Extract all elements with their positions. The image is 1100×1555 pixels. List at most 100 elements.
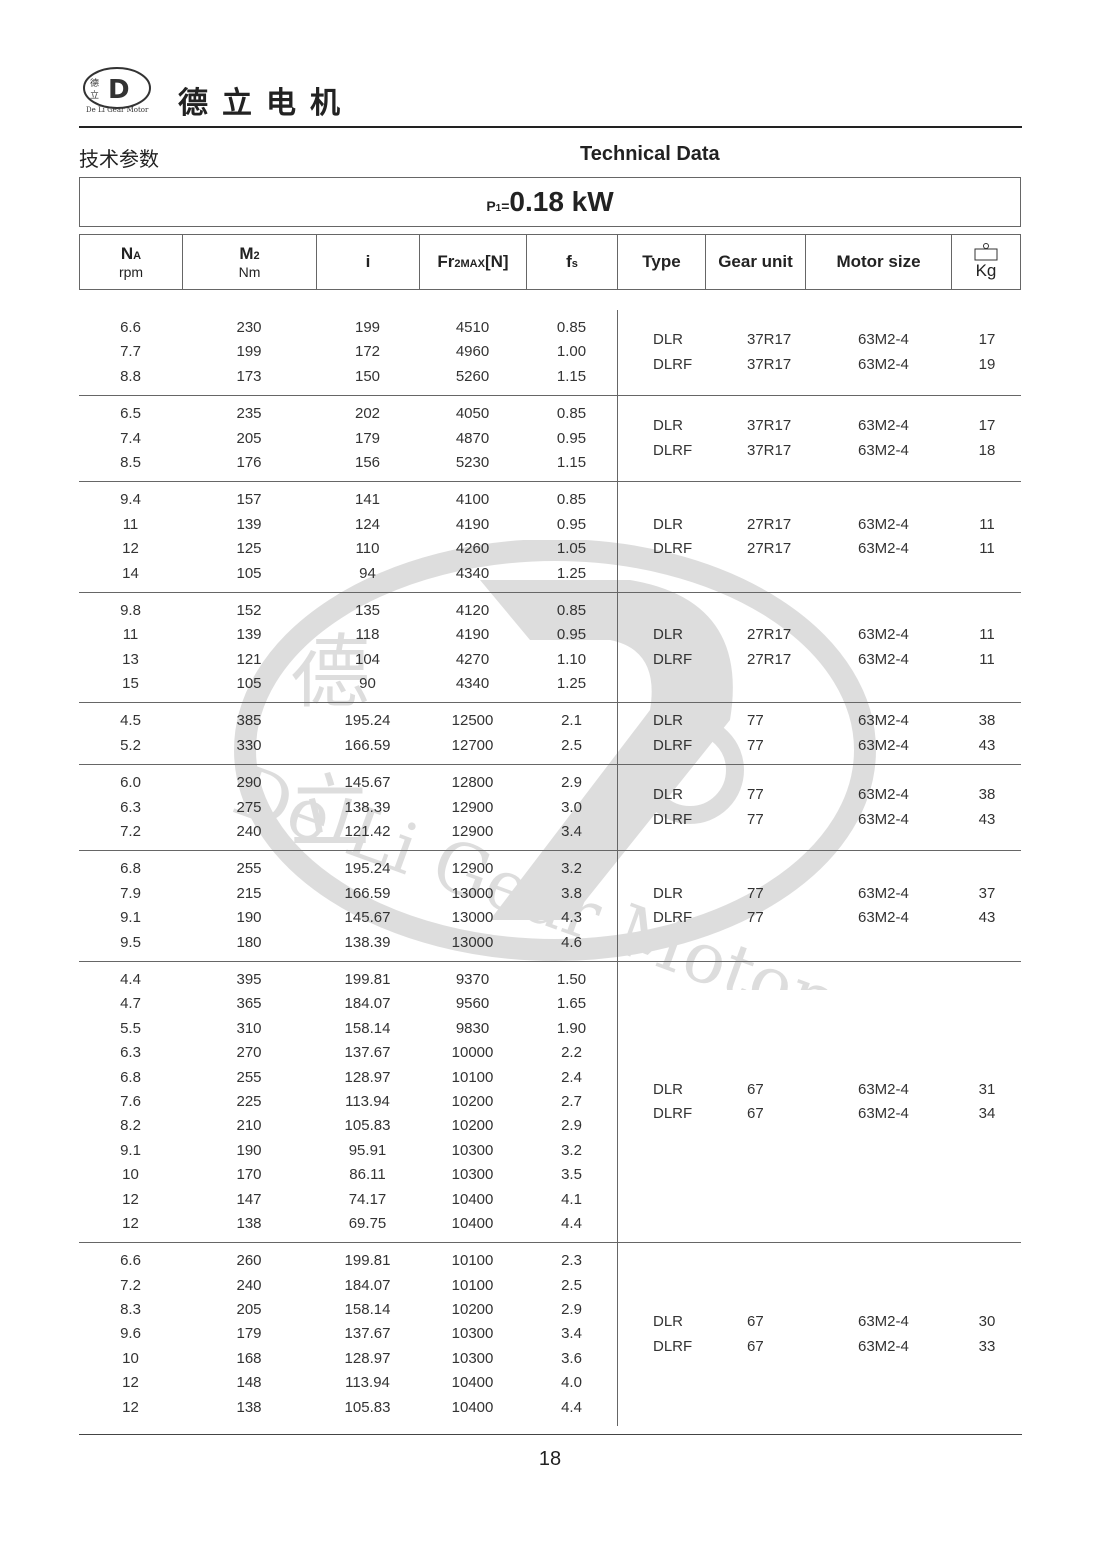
cell-ratio: 69.75 [348, 1214, 387, 1232]
cell-service-factor: 0.85 [556, 319, 587, 336]
col-m2: M2 Nm [183, 235, 317, 289]
table-group: 6.0 290 145.67 12800 2.9 6.3 275 138.39 12900 3.0… [79, 764, 1022, 851]
cell-ratio: 128.97 [344, 1068, 391, 1086]
cell-ratio: 145.67 [344, 774, 391, 792]
cell-gear-unit: 77 [747, 909, 764, 927]
cell-weight: 37 [978, 884, 996, 902]
cell-ratio: 113.94 [345, 1374, 390, 1392]
cell-ratio: 128.97 [344, 1349, 391, 1367]
cell-ratio: 166.59 [344, 736, 391, 754]
cell-output-torque: 180 [236, 933, 262, 951]
cell-service-factor: 3.4 [561, 1325, 582, 1343]
cell-service-factor: 3.0 [561, 798, 582, 816]
cell-ratio: 137.67 [344, 1325, 391, 1343]
cell-service-factor: 2.1 [561, 712, 582, 730]
cell-output-speed: 6.5 [120, 405, 141, 423]
model-row: DLR 77 63M2-4 38 [618, 709, 1022, 734]
cell-output-speed: 15 [122, 675, 139, 693]
cell-output-torque: 139 [236, 626, 262, 644]
table-row: 5.5 310 158.14 9830 1.90 [79, 1017, 617, 1041]
table-row: 11 139 118 4190 0.95 [79, 623, 617, 647]
cell-service-factor: 0.85 [556, 601, 587, 619]
cell-output-speed: 12 [122, 1398, 139, 1416]
power-rating-box: P1=0.18 kW [79, 177, 1021, 227]
cell-output-speed: 9.5 [120, 933, 141, 951]
cell-service-factor: 4.3 [561, 909, 582, 927]
cell-output-torque: 179 [236, 1325, 262, 1343]
table-row: 9.1 190 95.91 10300 3.2 [79, 1139, 617, 1163]
english-title: Technical Data [580, 143, 720, 165]
model-row: DLR 77 63M2-4 37 [618, 882, 1022, 907]
cell-radial-load: 12700 [451, 736, 494, 754]
cell-type: DLR [653, 1313, 684, 1331]
cell-motor-size: 63M2-4 [858, 540, 909, 558]
cell-output-speed: 7.2 [120, 823, 141, 841]
cell-weight: 38 [978, 712, 996, 730]
cell-radial-load: 5260 [455, 367, 490, 385]
power-sub: 1 [495, 203, 502, 214]
cell-output-speed: 7.4 [120, 429, 141, 447]
col-gear-unit-label: Gear unit [718, 252, 793, 271]
cell-output-speed: 5.5 [120, 1019, 141, 1037]
cell-service-factor: 2.3 [561, 1252, 582, 1270]
table-row: 6.6 260 199.81 10100 2.3 [79, 1249, 617, 1273]
cell-type: DLRF [653, 736, 693, 754]
cell-ratio: 199 [354, 319, 381, 336]
cell-ratio: 199.81 [344, 1252, 391, 1270]
cell-motor-size: 63M2-4 [858, 1105, 909, 1123]
cell-type: DLRF [653, 441, 693, 459]
power-eq: = [501, 198, 510, 214]
group-ratings: 6.5 235 202 4050 0.85 7.4 205 179 4870 0.95 8.5 176… [79, 396, 617, 481]
chinese-title: 技术参数 [79, 149, 159, 171]
cell-motor-size: 63M2-4 [858, 786, 909, 804]
table-row: 6.8 255 128.97 10100 2.4 [79, 1066, 617, 1090]
cell-ratio: 141 [354, 491, 381, 509]
cell-output-torque: 365 [236, 995, 262, 1013]
group-models: DLR 37R17 63M2-4 17 DLRF 37R17 63M2-4 19 [617, 310, 1022, 396]
cell-output-torque: 260 [236, 1252, 262, 1270]
cell-output-speed: 4.4 [120, 970, 141, 988]
cell-radial-load: 4050 [455, 405, 490, 423]
cell-output-speed: 7.7 [120, 343, 141, 361]
company-logo: D 德 立 De Li Gear Motor [83, 67, 151, 114]
group-ratings: 6.6 230 199 4510 0.85 7.7 199 172 4960 1.00 8.8 173… [79, 310, 617, 395]
cell-output-speed: 8.8 [120, 367, 141, 385]
cell-output-speed: 7.9 [120, 884, 141, 902]
cell-service-factor: 2.9 [561, 1117, 582, 1135]
cell-radial-load: 12900 [451, 823, 494, 841]
cell-service-factor: 3.2 [561, 860, 582, 878]
cell-weight: 11 [979, 540, 995, 558]
group-models: DLR 27R17 63M2-4 11 DLRF 27R17 63M2-4 11 [617, 482, 1022, 592]
col-m2-unit: Nm [238, 264, 261, 280]
col-na-sub: A [133, 250, 142, 262]
cell-output-torque: 138 [236, 1214, 262, 1232]
cell-service-factor: 0.85 [556, 491, 587, 509]
cell-ratio: 121.42 [344, 823, 391, 841]
cell-weight: 19 [978, 355, 996, 373]
cell-radial-load: 12500 [451, 712, 494, 730]
cell-output-speed: 12 [122, 1190, 139, 1208]
cell-radial-load: 4510 [455, 319, 490, 336]
cell-radial-load: 4120 [455, 601, 490, 619]
cell-ratio: 135 [354, 601, 381, 619]
cell-service-factor: 3.2 [561, 1141, 582, 1159]
cell-service-factor: 2.9 [561, 774, 582, 792]
cell-output-torque: 230 [236, 319, 262, 336]
cell-service-factor: 1.05 [556, 540, 587, 558]
table-group: 4.5 385 195.24 12500 2.1 5.2 330 166.59 12700 2.5… [79, 702, 1022, 765]
col-i-label: i [365, 252, 371, 271]
group-ratings: 6.6 260 199.81 10100 2.3 7.2 240 184.07 10100 2.5… [79, 1243, 617, 1426]
cell-output-torque: 138 [236, 1398, 262, 1416]
table-row: 8.5 176 156 5230 1.15 [79, 451, 617, 475]
group-models: DLR 77 63M2-4 38 DLRF 77 63M2-4 43 [617, 765, 1022, 851]
table-header: NA rpm M2 Nm i Fr2MAX[N] fs Type Gear unit… [79, 234, 1021, 290]
cell-ratio: 113.94 [345, 1092, 390, 1110]
cell-output-torque: 173 [236, 367, 262, 385]
table-row: 14 105 94 4340 1.25 [79, 562, 617, 586]
cell-ratio: 137.67 [344, 1044, 391, 1062]
cell-output-speed: 11 [122, 626, 139, 644]
brand-name: 德立电机 [178, 86, 354, 121]
table-group: 6.8 255 195.24 12900 3.2 7.9 215 166.59 13000 3.8… [79, 850, 1021, 961]
cell-type: DLRF [653, 1105, 693, 1123]
cell-service-factor: 2.9 [561, 1301, 582, 1319]
